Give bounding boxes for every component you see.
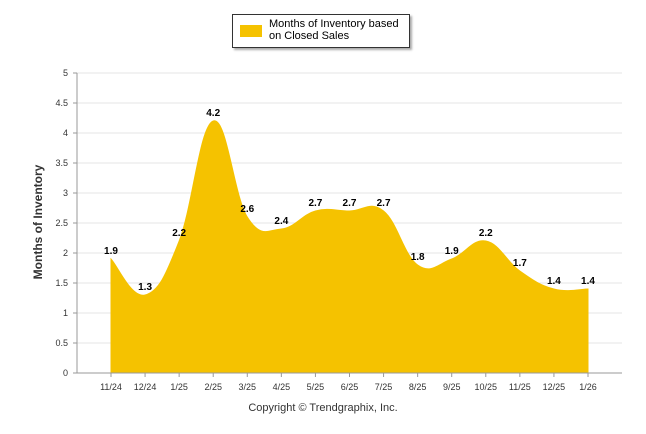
x-tick-label: 6/25 xyxy=(341,382,359,392)
data-label: 2.4 xyxy=(274,216,288,227)
x-axis-ticks: 11/24 12/24 1/25 2/25 3/25 4/25 5/25 6/25 7/25 8/… xyxy=(100,373,597,392)
data-label: 1.9 xyxy=(104,246,118,257)
x-tick-label: 4/25 xyxy=(273,382,291,392)
x-tick-label: 11/24 xyxy=(100,382,122,392)
x-tick-label: 2/25 xyxy=(204,382,222,392)
x-tick-label: 3/25 xyxy=(239,382,257,392)
legend: Months of Inventory based on Closed Sale… xyxy=(232,14,410,48)
y-tick-label: 3.5 xyxy=(55,158,68,168)
legend-swatch xyxy=(240,25,262,37)
chart: 0 0.5 1 1.5 2 2.5 3 3.5 4 4.5 5 11/24 12/24 1/25 2/25… xyxy=(0,0,646,434)
y-tick-label: 0 xyxy=(63,368,68,378)
x-tick-label: 10/25 xyxy=(475,382,498,392)
data-label: 1.7 xyxy=(513,258,527,269)
x-tick-label: 12/24 xyxy=(134,382,157,392)
y-tick-label: 5 xyxy=(63,68,68,78)
data-label: 1.3 xyxy=(138,282,152,293)
y-tick-label: 4.5 xyxy=(55,98,68,108)
data-label: 2.7 xyxy=(343,198,357,209)
y-tick-label: 2 xyxy=(63,248,68,258)
y-tick-label: 4 xyxy=(63,128,68,138)
data-label: 2.2 xyxy=(172,228,186,239)
y-tick-label: 1.5 xyxy=(55,278,68,288)
x-tick-label: 11/25 xyxy=(509,382,531,392)
data-label: 2.6 xyxy=(240,204,254,215)
data-label: 1.4 xyxy=(581,276,595,287)
y-tick-label: 1 xyxy=(63,308,68,318)
y-axis-ticks: 0 0.5 1 1.5 2 2.5 3 3.5 4 4.5 5 xyxy=(55,68,77,378)
x-tick-label: 5/25 xyxy=(307,382,325,392)
y-tick-label: 0.5 xyxy=(55,338,68,348)
data-label: 1.8 xyxy=(411,252,425,263)
y-tick-label: 3 xyxy=(63,188,68,198)
data-label: 1.4 xyxy=(547,276,561,287)
x-tick-label: 9/25 xyxy=(443,382,461,392)
data-label: 4.2 xyxy=(206,108,220,119)
data-label: 2.7 xyxy=(308,198,322,209)
data-label: 2.7 xyxy=(377,198,391,209)
x-tick-label: 1/26 xyxy=(579,382,597,392)
y-tick-label: 2.5 xyxy=(55,218,68,228)
data-label: 1.9 xyxy=(445,246,459,257)
x-tick-label: 7/25 xyxy=(375,382,393,392)
x-tick-label: 12/25 xyxy=(543,382,566,392)
x-tick-label: 1/25 xyxy=(170,382,188,392)
legend-label: Months of Inventory based on Closed Sale… xyxy=(269,18,407,42)
copyright-text: Copyright © Trendgraphix, Inc. xyxy=(0,402,646,414)
inventory-area-series xyxy=(111,121,588,373)
data-label: 2.2 xyxy=(479,228,493,239)
x-tick-label: 8/25 xyxy=(409,382,427,392)
y-axis-title: Months of Inventory xyxy=(31,164,45,279)
